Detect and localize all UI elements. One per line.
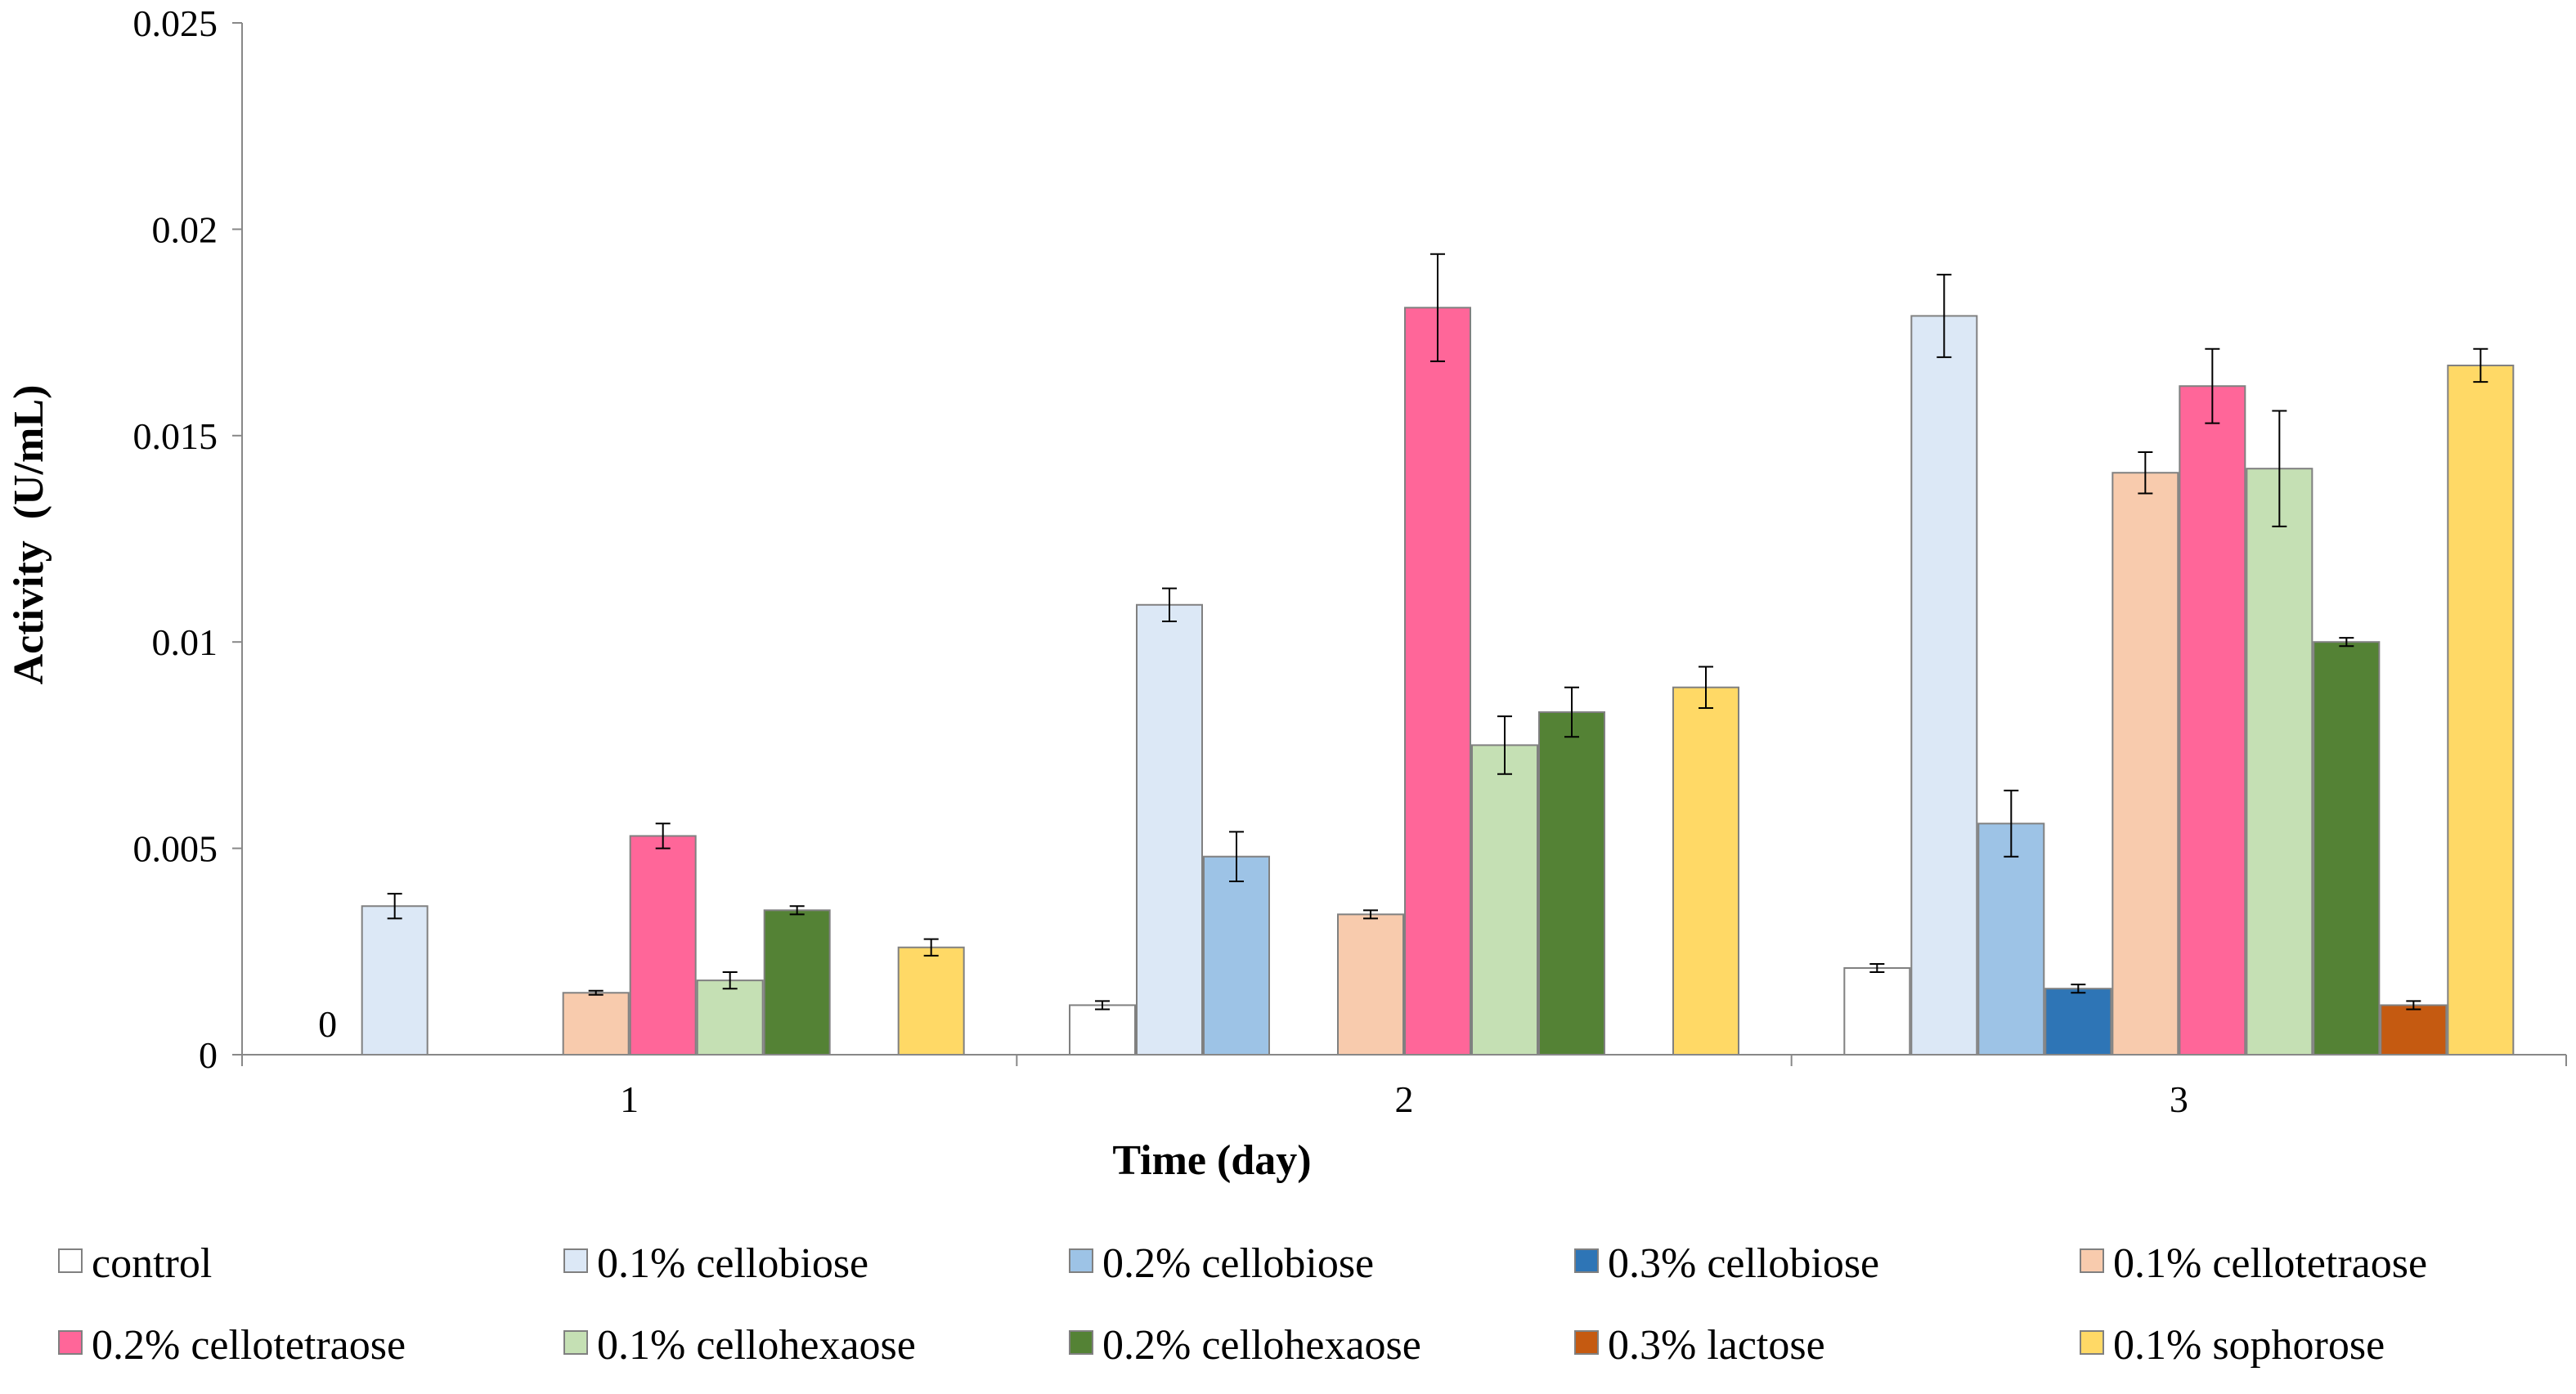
legend-swatch [563, 1248, 588, 1273]
plot-area: 0 [318, 253, 2515, 1056]
x-axis-title: Time (day) [1112, 1137, 1311, 1184]
legend-label: 0.1% cellohexaose [597, 1322, 916, 1369]
bar [1337, 913, 1404, 1056]
bar [562, 992, 630, 1056]
bar [897, 946, 965, 1056]
y-tick-label: 0 [199, 1034, 218, 1076]
y-tick-label: 0.02 [152, 208, 218, 250]
y-tick-label: 0.025 [133, 2, 218, 44]
legend: control 0.1% cellobiose 0.2% cellobiose 0.3… [58, 1240, 2427, 1369]
legend-label: 0.3% cellobiose [1608, 1240, 1879, 1287]
legend-label: 0.1% cellotetraose [2113, 1240, 2427, 1287]
bar [1843, 966, 1911, 1056]
legend-label: 0.1% sophorose [2113, 1322, 2385, 1369]
bar [2380, 1004, 2448, 1056]
bar [763, 909, 831, 1056]
legend-label: 0.2% cellohexaose [1102, 1322, 1421, 1369]
legend-swatch [1069, 1248, 1093, 1273]
legend-swatch [58, 1330, 83, 1355]
bar [2313, 641, 2381, 1056]
bar [1471, 744, 1538, 1056]
bar [629, 835, 697, 1056]
legend-swatch [2080, 1330, 2104, 1355]
legend-swatch [2080, 1248, 2104, 1273]
legend-swatch [58, 1248, 83, 1273]
bar [2112, 472, 2179, 1056]
bar [1672, 686, 1739, 1056]
legend-swatch [1069, 1330, 1093, 1355]
bar [1203, 855, 1270, 1056]
bar [696, 979, 764, 1056]
x-tick-label: 3 [2170, 1078, 2188, 1120]
bar [1910, 315, 1978, 1056]
y-axis-title: Activity (U/mL) [6, 385, 52, 685]
y-tick-label: 0.015 [133, 415, 218, 457]
annotation-label: 0 [318, 1003, 337, 1045]
legend-swatch [563, 1330, 588, 1355]
legend-swatch [1574, 1330, 1599, 1355]
y-tick-label: 0.005 [133, 828, 218, 870]
bar [361, 905, 429, 1056]
legend-swatch [1574, 1248, 1599, 1273]
legend-label: 0.2% cellotetraose [92, 1322, 406, 1369]
legend-label: control [92, 1240, 212, 1287]
bar [1069, 1004, 1136, 1056]
bar [1977, 823, 2045, 1056]
legend-label: 0.2% cellobiose [1102, 1240, 1374, 1287]
axes: Time (day) Activity (U/mL) 0 0.005 0.01 0.0… [6, 2, 2567, 1184]
x-tick-label: 1 [620, 1078, 639, 1120]
bar [1404, 307, 1471, 1056]
bar [2044, 988, 2112, 1056]
x-tick-label: 2 [1395, 1078, 1414, 1120]
bar [1136, 603, 1203, 1056]
legend-label: 0.1% cellobiose [597, 1240, 868, 1287]
bar [2179, 385, 2246, 1056]
bar [2246, 468, 2313, 1056]
bar [1538, 711, 1605, 1056]
legend-label: 0.3% lactose [1608, 1322, 1825, 1369]
y-tick-label: 0.01 [152, 621, 218, 663]
bar [2447, 364, 2515, 1056]
